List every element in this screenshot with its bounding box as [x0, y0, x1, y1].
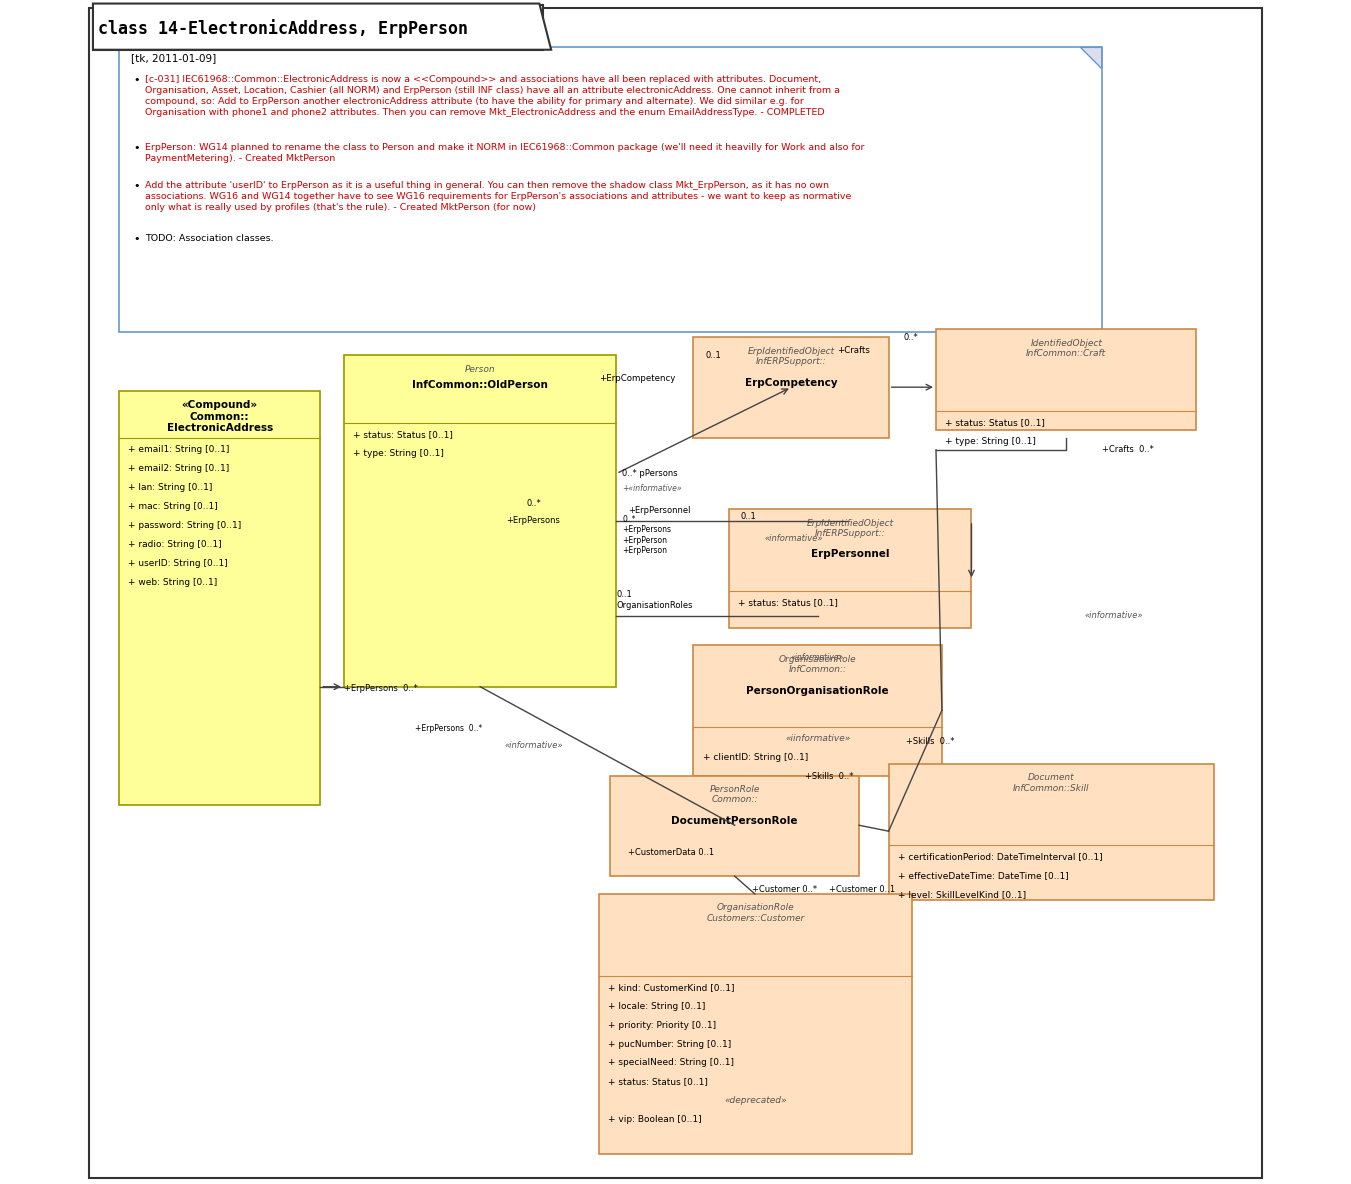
Text: TODO: Association classes.: TODO: Association classes.	[145, 234, 274, 244]
Text: 0..*: 0..*	[526, 498, 540, 508]
Text: «Compound»
Common::
ElectronicAddress: «Compound» Common:: ElectronicAddress	[166, 400, 273, 433]
Text: + userID: String [0..1]: + userID: String [0..1]	[128, 559, 228, 568]
Text: •: •	[134, 181, 139, 191]
Text: ErpIdentifiedObject
InfERPSupport::: ErpIdentifiedObject InfERPSupport::	[807, 519, 894, 538]
Text: 0..1
OrganisationRoles: 0..1 OrganisationRoles	[616, 591, 693, 610]
Text: +Crafts: +Crafts	[836, 346, 870, 355]
FancyBboxPatch shape	[936, 329, 1197, 430]
Text: +Customer 0..1: +Customer 0..1	[830, 884, 896, 894]
Text: OrganisationRole
InfCommon::: OrganisationRole InfCommon::	[778, 655, 857, 674]
Text: +ErpPersons  0..*: +ErpPersons 0..*	[345, 683, 417, 693]
Text: + radio: String [0..1]: + radio: String [0..1]	[128, 540, 222, 549]
Text: +CustomerData 0..1: +CustomerData 0..1	[628, 848, 715, 857]
Text: •: •	[134, 234, 139, 244]
Text: ErpPersonnel: ErpPersonnel	[811, 549, 889, 559]
Text: + status: Status [0..1]: + status: Status [0..1]	[738, 598, 838, 607]
FancyBboxPatch shape	[89, 8, 1262, 1178]
Text: + status: Status [0..1]: + status: Status [0..1]	[608, 1077, 708, 1087]
FancyBboxPatch shape	[119, 47, 1101, 332]
Text: [tk, 2011-01-09]: [tk, 2011-01-09]	[131, 53, 216, 63]
Text: ErpIdentifiedObject
InfERPSupport::: ErpIdentifiedObject InfERPSupport::	[747, 347, 835, 366]
Text: +Crafts  0..*: +Crafts 0..*	[1101, 445, 1154, 455]
Text: InfCommon::OldPerson: InfCommon::OldPerson	[412, 380, 549, 390]
Text: + locale: String [0..1]: + locale: String [0..1]	[608, 1002, 705, 1011]
Text: «iinformative»: «iinformative»	[785, 734, 850, 744]
Text: + mac: String [0..1]: + mac: String [0..1]	[128, 502, 219, 511]
Text: ErpCompetency: ErpCompetency	[744, 378, 838, 387]
FancyBboxPatch shape	[693, 337, 889, 438]
Text: OrganisationRole
Customers::Customer: OrganisationRole Customers::Customer	[707, 903, 805, 922]
Text: «informative»: «informative»	[790, 652, 844, 662]
Text: +ErpPersonnel: +ErpPersonnel	[628, 506, 690, 515]
Text: •: •	[134, 143, 139, 153]
Text: 0..1: 0..1	[740, 511, 757, 521]
Text: PersonRole
Common::: PersonRole Common::	[709, 785, 759, 804]
Text: + level: SkillLevelKind [0..1]: + level: SkillLevelKind [0..1]	[898, 890, 1027, 900]
Text: +ErpPersons  0..*: +ErpPersons 0..*	[415, 723, 482, 733]
Text: class 14-ElectronicAddress, ErpPerson: class 14-ElectronicAddress, ErpPerson	[97, 19, 467, 38]
Text: +«informative»: +«informative»	[623, 484, 682, 494]
Text: +Skills  0..*: +Skills 0..*	[905, 736, 954, 746]
FancyBboxPatch shape	[598, 894, 912, 1154]
Text: «deprecated»: «deprecated»	[724, 1096, 786, 1106]
Text: + effectiveDateTime: DateTime [0..1]: + effectiveDateTime: DateTime [0..1]	[898, 871, 1069, 881]
Text: + lan: String [0..1]: + lan: String [0..1]	[128, 483, 213, 493]
FancyBboxPatch shape	[345, 355, 616, 687]
Text: + password: String [0..1]: + password: String [0..1]	[128, 521, 242, 530]
FancyBboxPatch shape	[889, 764, 1215, 900]
Polygon shape	[93, 4, 551, 50]
Polygon shape	[1081, 47, 1101, 69]
Text: «informative»: «informative»	[1085, 611, 1143, 620]
Text: + email2: String [0..1]: + email2: String [0..1]	[128, 464, 230, 474]
Text: + certificationPeriod: DateTimeInterval [0..1]: + certificationPeriod: DateTimeInterval …	[898, 852, 1102, 862]
Text: PersonOrganisationRole: PersonOrganisationRole	[746, 686, 889, 695]
Text: + web: String [0..1]: + web: String [0..1]	[128, 578, 218, 587]
Text: +Skills  0..*: +Skills 0..*	[805, 772, 854, 781]
Text: + specialNeed: String [0..1]: + specialNeed: String [0..1]	[608, 1058, 734, 1068]
Text: 0..*
+ErpPersons
+ErpPerson
+ErpPerson: 0..* +ErpPersons +ErpPerson +ErpPerson	[623, 515, 671, 555]
Text: + pucNumber: String [0..1]: + pucNumber: String [0..1]	[608, 1040, 731, 1049]
FancyBboxPatch shape	[611, 776, 859, 876]
Text: +ErpCompetency: +ErpCompetency	[598, 374, 676, 384]
Text: Person: Person	[465, 365, 496, 374]
Text: Document
InfCommon::Skill: Document InfCommon::Skill	[1013, 773, 1090, 792]
Text: «informative»: «informative»	[504, 741, 562, 751]
FancyBboxPatch shape	[119, 391, 320, 805]
Text: DocumentPersonRole: DocumentPersonRole	[671, 816, 798, 825]
Text: ErpPerson: WG14 planned to rename the class to Person and make it NORM in IEC619: ErpPerson: WG14 planned to rename the cl…	[145, 143, 865, 163]
Text: + type: String [0..1]: + type: String [0..1]	[946, 437, 1036, 446]
FancyBboxPatch shape	[728, 509, 971, 628]
Text: [c-031] IEC61968::Common::ElectronicAddress is now a <<Compound>> and associatio: [c-031] IEC61968::Common::ElectronicAddr…	[145, 75, 840, 117]
Text: •: •	[134, 75, 139, 84]
Text: + status: Status [0..1]: + status: Status [0..1]	[946, 418, 1046, 427]
Text: 0..*: 0..*	[904, 333, 919, 342]
Text: + vip: Boolean [0..1]: + vip: Boolean [0..1]	[608, 1115, 701, 1125]
FancyBboxPatch shape	[93, 5, 543, 50]
Text: Add the attribute 'userID' to ErpPerson as it is a useful thing in general. You : Add the attribute 'userID' to ErpPerson …	[145, 181, 851, 212]
Text: «informative»: «informative»	[765, 534, 823, 543]
Text: + priority: Priority [0..1]: + priority: Priority [0..1]	[608, 1021, 716, 1030]
Text: 0..* pPersons: 0..* pPersons	[623, 469, 678, 478]
Text: +Customer 0..*: +Customer 0..*	[753, 884, 817, 894]
Text: 0..1: 0..1	[705, 350, 721, 360]
Text: IdentifiedObject
InfCommon::Craft: IdentifiedObject InfCommon::Craft	[1027, 339, 1106, 358]
Text: + email1: String [0..1]: + email1: String [0..1]	[128, 445, 230, 455]
FancyBboxPatch shape	[693, 645, 942, 776]
Text: + clientID: String [0..1]: + clientID: String [0..1]	[703, 753, 808, 762]
Text: + status: Status [0..1]: + status: Status [0..1]	[354, 430, 454, 439]
Text: + kind: CustomerKind [0..1]: + kind: CustomerKind [0..1]	[608, 983, 735, 992]
Text: +ErpPersons: +ErpPersons	[507, 516, 561, 526]
Text: + type: String [0..1]: + type: String [0..1]	[354, 449, 444, 458]
